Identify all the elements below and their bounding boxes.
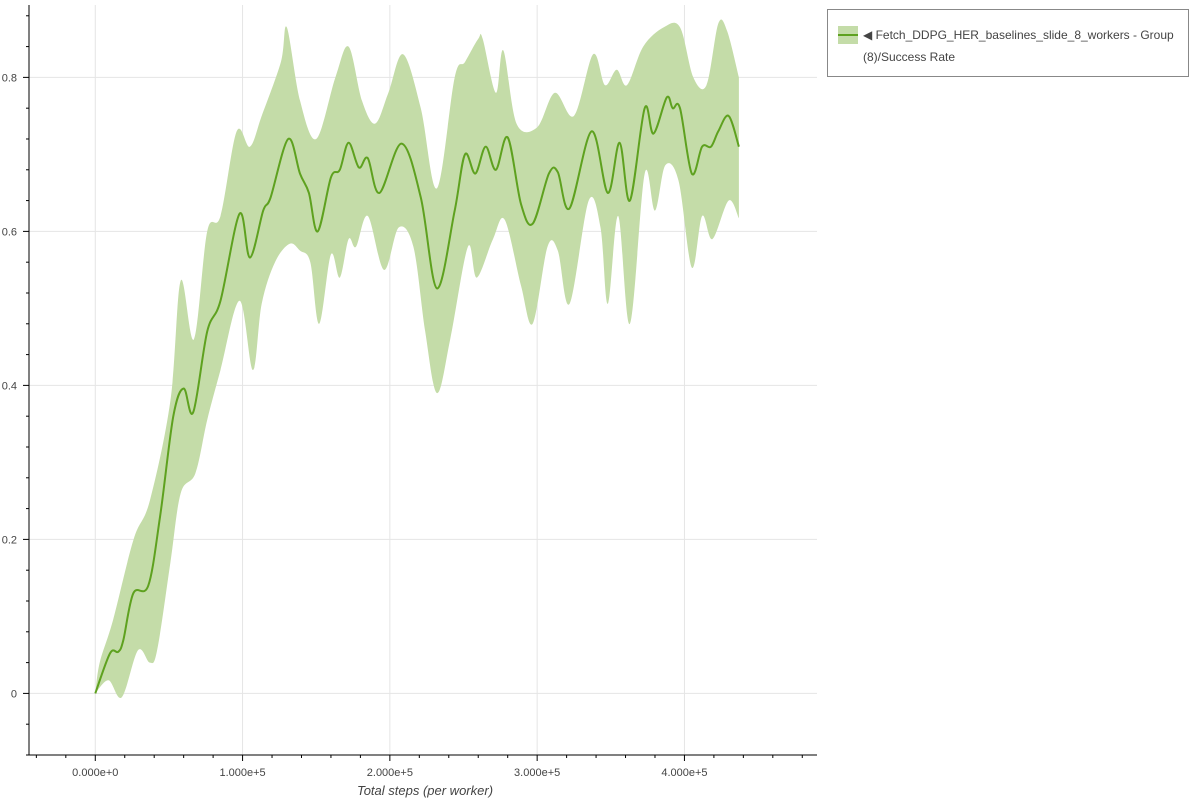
x-tick-label: 4.000e+5 — [661, 767, 707, 779]
x-axis-label: Total steps (per worker) — [357, 783, 493, 798]
y-tick-label: 0 — [11, 688, 17, 700]
confidence-band — [95, 19, 739, 698]
y-tick-label: 0.4 — [2, 380, 17, 392]
y-tick-label: 0.6 — [2, 226, 17, 238]
mean-success-rate-line — [94, 95, 740, 694]
y-tick-label: 0.2 — [2, 534, 17, 546]
x-tick-label: 1.000e+5 — [219, 767, 265, 779]
legend: ◀ Fetch_DDPG_HER_baselines_slide_8_worke… — [827, 9, 1189, 77]
y-tick-label: 0.8 — [2, 72, 17, 84]
legend-swatch-icon[interactable] — [838, 26, 858, 44]
plot-area — [94, 19, 740, 698]
x-tick-label: 0.000e+0 — [72, 767, 118, 779]
axes: 0.000e+0 1.000e+5 2.000e+5 3.000e+5 4.000e+5… — [2, 5, 817, 779]
x-tick-label: 2.000e+5 — [367, 767, 413, 779]
legend-series-label[interactable]: ◀ Fetch_DDPG_HER_baselines_slide_8_worke… — [863, 28, 1174, 64]
x-tick-label: 3.000e+5 — [514, 767, 560, 779]
